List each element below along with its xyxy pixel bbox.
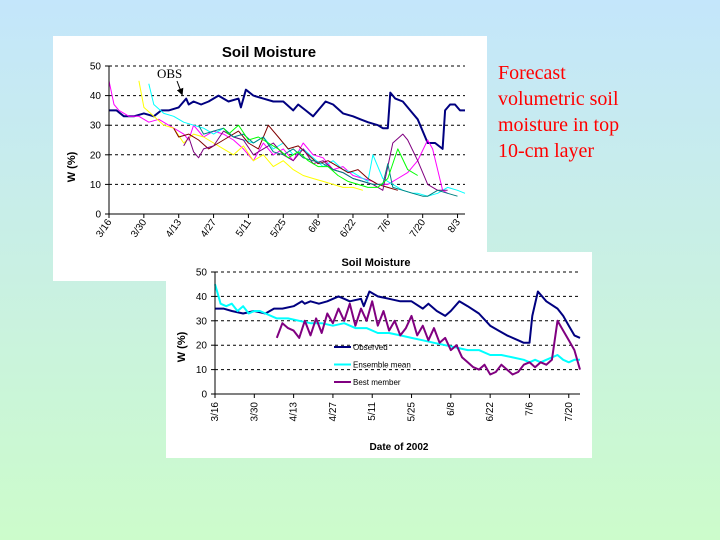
chart-2-x-tick-label: 3/16 <box>210 402 221 422</box>
chart-2-x-tick-label: 7/20 <box>564 402 575 422</box>
chart-1-series-member-6 <box>198 124 458 197</box>
chart-1-x-tick-label: 7/6 <box>376 217 393 235</box>
chart-1-x-tick-label: 5/11 <box>234 217 254 239</box>
chart-1-y-tick-label: 0 <box>95 210 101 221</box>
slide-title-line-2: volumetric soil <box>498 88 619 110</box>
chart-1-y-axis-label: W (%) <box>66 151 78 182</box>
chart-2-x-tick-label: 3/30 <box>249 402 260 422</box>
chart-2-x-tick-label: 5/11 <box>367 402 378 421</box>
chart-1-series-member-7 <box>223 124 418 188</box>
chart-1-x-tick-label: 4/13 <box>164 217 184 240</box>
chart-1-series-member-1 <box>108 80 448 194</box>
slide-title-line-4: 10-cm layer <box>498 140 595 162</box>
chart-1-y-ticks: 0 10 20 30 40 50 <box>90 62 109 221</box>
chart-1-x-ticks: 3/16 3/30 4/13 4/27 5/11 5/25 6/8 6/22 7/6 7/20 8/… <box>94 214 463 240</box>
chart-1-x-tick-label: 4/27 <box>199 217 219 240</box>
chart-1-x-tick-label: 3/30 <box>129 217 149 240</box>
chart-2-y-tick-label: 30 <box>196 316 208 327</box>
legend-label-observed: Observed <box>353 343 388 352</box>
chart-1-y-tick-label: 30 <box>90 121 102 132</box>
chart-2-x-tick-label: 4/13 <box>289 402 300 422</box>
chart-2-x-tick-label: 6/8 <box>446 402 457 416</box>
slide-title: Forecast volumetric soil moisture in top… <box>498 60 708 164</box>
chart-1-y-tick-label: 20 <box>90 150 102 161</box>
chart-2-y-tick-label: 20 <box>196 341 208 352</box>
chart-1-panel: Soil Moisture W (%) 0 10 20 30 40 50 3/16 3/30… <box>53 36 487 281</box>
chart-2-y-tick-label: 10 <box>196 365 208 376</box>
chart-2-legend: Observed Ensemble mean Best member <box>334 343 411 387</box>
chart-1-x-tick-label: 5/25 <box>269 217 289 240</box>
chart-1-x-tick-label: 6/8 <box>307 217 324 235</box>
chart-1-series-group <box>108 80 466 197</box>
chart-1-series-member-3 <box>138 80 364 191</box>
obs-annotation-label: OBS <box>157 66 182 81</box>
chart-2-series-observed <box>215 290 581 344</box>
chart-2-x-tick-label: 7/6 <box>524 402 535 416</box>
chart-1-y-tick-label: 10 <box>90 180 102 191</box>
legend-label-ensemble-mean: Ensemble mean <box>353 361 411 370</box>
chart-1-y-tick-label: 50 <box>90 62 102 73</box>
chart-1-y-tick-label: 40 <box>90 91 102 102</box>
chart-1-gridlines <box>109 65 465 185</box>
chart-2-gridlines <box>215 271 580 371</box>
chart-2-x-tick-label: 4/27 <box>328 402 339 422</box>
chart-2-x-tick-label: 6/22 <box>485 402 496 422</box>
chart-1-x-tick-label: 8/3 <box>446 217 463 235</box>
chart-2-y-tick-label: 0 <box>201 390 207 401</box>
chart-2-series-best-member <box>275 300 581 376</box>
chart-2-y-ticks: 0 10 20 30 40 50 <box>196 268 215 401</box>
chart-2-panel: Soil Moisture W (%) Date of 2002 0 10 20 30… <box>166 252 592 458</box>
chart-2-y-tick-label: 50 <box>196 268 208 279</box>
slide-title-line-1: Forecast <box>498 62 566 84</box>
chart-1-title: Soil Moisture <box>222 44 316 61</box>
chart-2-y-axis-label: W (%) <box>176 331 188 362</box>
chart-1-series-member-2 <box>148 83 466 197</box>
chart-2-x-axis-label: Date of 2002 <box>370 442 429 453</box>
chart-1-x-tick-label: 7/20 <box>408 217 428 240</box>
chart-1-x-tick-label: 6/22 <box>338 217 358 240</box>
chart-2-series-group <box>214 283 581 376</box>
chart-2-y-tick-label: 40 <box>196 292 208 303</box>
chart-2-axes <box>214 272 580 395</box>
chart-2-x-ticks: 3/16 3/30 4/13 4/27 5/11 5/25 6/8 6/22 7/6 7/20 <box>210 394 575 421</box>
legend-label-best-member: Best member <box>353 378 401 387</box>
obs-annotation-arrow <box>176 80 184 96</box>
chart-1-axes <box>108 66 465 215</box>
chart-2-title: Soil Moisture <box>341 257 410 269</box>
chart-2-x-tick-label: 5/25 <box>407 402 418 422</box>
slide-title-line-3: moisture in top <box>498 114 620 136</box>
chart-1-series-obs <box>109 88 465 150</box>
chart-2-svg: Soil Moisture W (%) Date of 2002 0 10 20 30… <box>176 257 581 453</box>
